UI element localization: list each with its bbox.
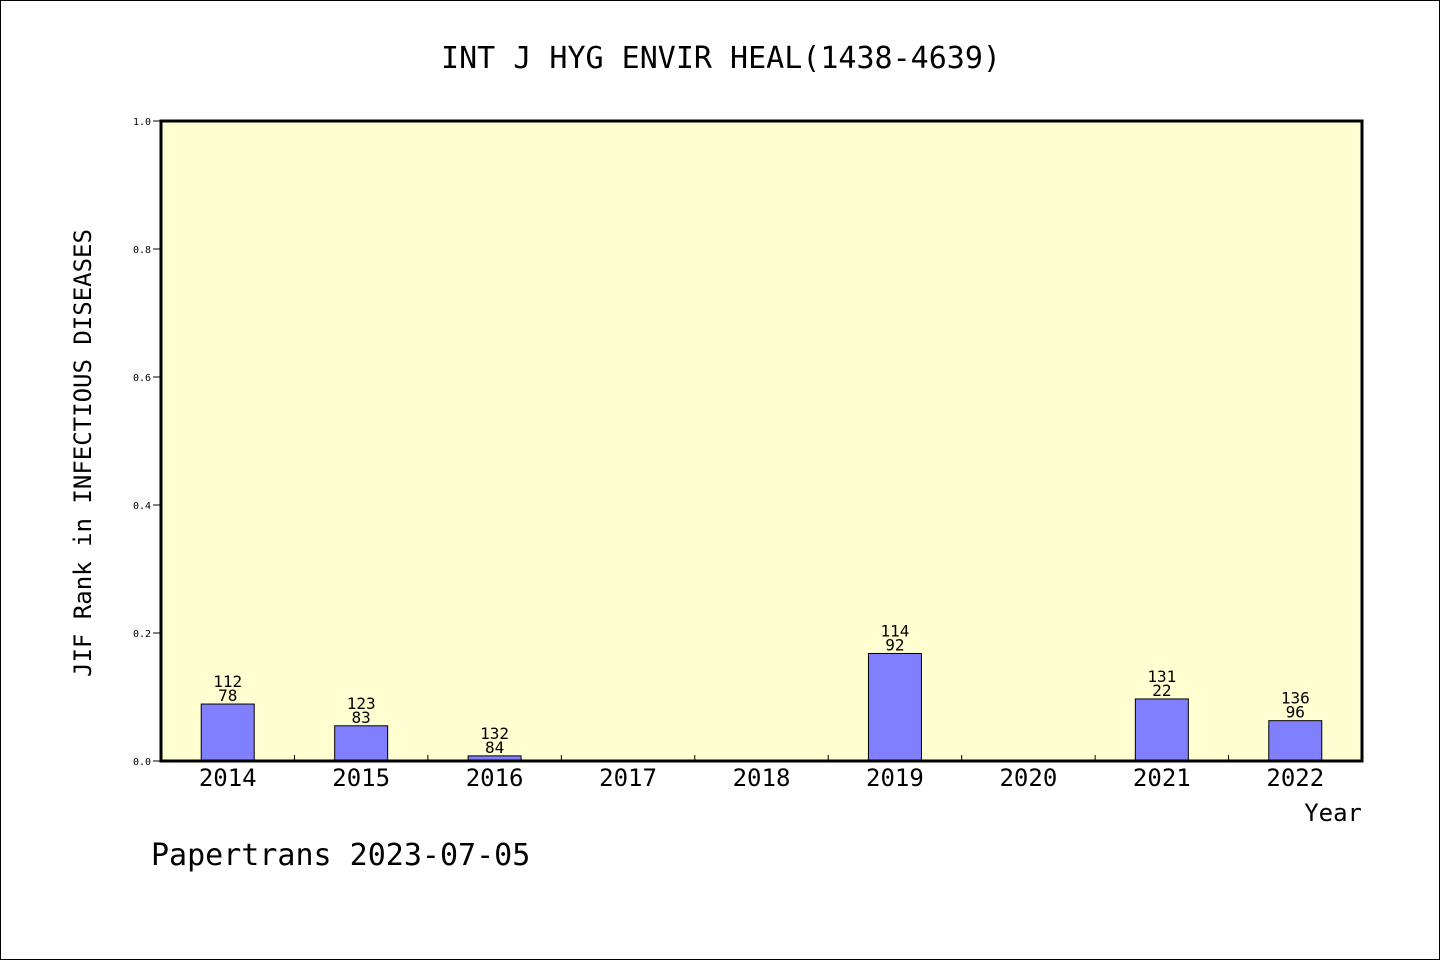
y-tick-label: 0.2 <box>133 629 151 640</box>
bar-label-top: 112 <box>213 672 242 691</box>
x-axis-label: Year <box>1304 799 1362 827</box>
bar-label-bottom: 22 <box>1152 681 1171 700</box>
plot-area <box>161 121 1362 761</box>
chart-title: INT J HYG ENVIR HEAL(1438-4639) <box>441 41 1001 76</box>
bar-2022 <box>1268 720 1323 762</box>
y-tick-label: 0.8 <box>133 245 151 256</box>
bar-label-bottom: 78 <box>218 686 237 705</box>
plot-border <box>159 119 1364 763</box>
bar-label-top: 131 <box>1147 667 1176 686</box>
watermark: Papertrans 2023-07-05 <box>151 838 530 873</box>
bar-label-top: 132 <box>480 724 509 743</box>
x-tick-label: 2016 <box>466 764 524 792</box>
bar-2019 <box>867 652 922 762</box>
bar-2014 <box>200 703 255 762</box>
bar-label-bottom: 92 <box>885 635 904 654</box>
y-tick-label: 0.6 <box>133 373 151 384</box>
bar-2021 <box>1134 698 1189 762</box>
bar-label-bottom: 84 <box>485 738 504 757</box>
bar-2015 <box>334 725 389 762</box>
bar-label-bottom: 83 <box>352 708 371 727</box>
bar-label-top: 114 <box>880 621 909 640</box>
y-tick-label: 0.4 <box>133 501 151 512</box>
bar-label-top: 136 <box>1281 689 1310 708</box>
x-tick-label: 2018 <box>733 764 791 792</box>
x-tick-label: 2021 <box>1133 764 1191 792</box>
x-tick-label: 2020 <box>999 764 1057 792</box>
bar-label-top: 123 <box>347 694 376 713</box>
x-tick-label: 2022 <box>1266 764 1324 792</box>
x-tick-label: 2015 <box>332 764 390 792</box>
x-tick-label: 2017 <box>599 764 657 792</box>
x-tick-label: 2014 <box>199 764 257 792</box>
y-axis-label: JIF Rank in INFECTIOUS DISEASES <box>69 229 97 677</box>
bar-label-bottom: 96 <box>1286 703 1305 722</box>
x-tick-label: 2019 <box>866 764 924 792</box>
y-tick-label: 1.0 <box>133 117 151 128</box>
y-tick-label: 0.0 <box>133 757 151 768</box>
